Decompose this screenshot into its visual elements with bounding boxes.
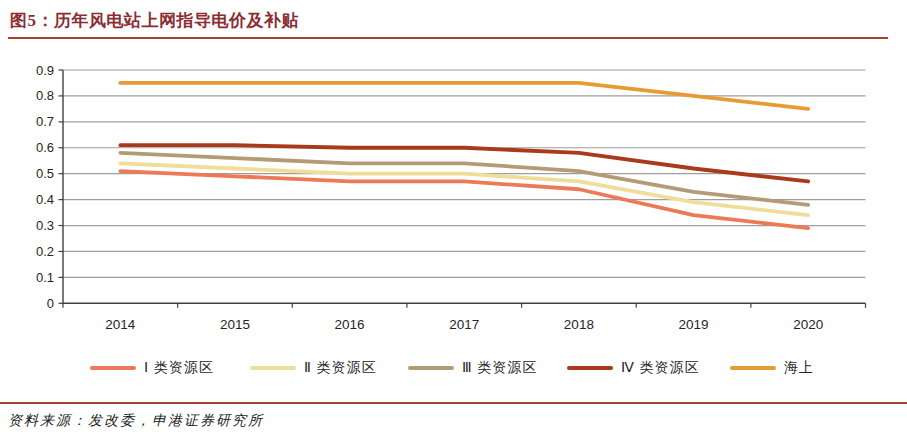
legend-swatch — [567, 366, 613, 370]
line-chart: 0 0.1 0.2 0.3 0.4 0.5 0.6 0.7 0.8 0.9 2014 2015 2016… — [0, 0, 907, 355]
x-axis-label: 2019 — [679, 317, 709, 332]
x-axis-label: 2018 — [564, 317, 594, 332]
x-axis-label: 2014 — [105, 317, 136, 332]
y-axis-label: 0.2 — [36, 244, 54, 259]
legend-item: Ⅱ 类资源区 — [250, 358, 377, 378]
chart-legend: Ⅰ 类资源区 Ⅱ 类资源区 Ⅲ 类资源区 Ⅳ 类资源区 海上 — [0, 358, 907, 380]
legend-item: Ⅲ 类资源区 — [408, 358, 538, 378]
legend-item: Ⅳ 类资源区 — [567, 358, 700, 378]
legend-label: Ⅲ 类资源区 — [462, 359, 538, 377]
x-axis-label: 2020 — [793, 317, 823, 332]
figure-card: 图5：历年风电站上网指导电价及补贴 00.10.20.30.40.50.60.7… — [0, 0, 907, 448]
y-axis-label: 0.7 — [36, 114, 54, 129]
y-axis-label: 0.3 — [36, 218, 54, 233]
legend-swatch — [730, 366, 776, 370]
legend-swatch — [250, 366, 296, 370]
x-axis-label: 2015 — [220, 317, 250, 332]
legend-label: Ⅱ 类资源区 — [304, 359, 377, 377]
y-axis-label: 0 — [47, 296, 54, 311]
x-axis-label: 2016 — [335, 317, 365, 332]
legend-label: Ⅰ 类资源区 — [144, 359, 214, 377]
y-axis-label: 0.8 — [36, 88, 54, 103]
footer-divider — [0, 402, 907, 404]
y-axis-label: 0.1 — [36, 270, 54, 285]
series-line — [120, 153, 808, 205]
legend-label: Ⅳ 类资源区 — [621, 359, 700, 377]
legend-item: Ⅰ 类资源区 — [90, 358, 214, 378]
source-note: 资料来源：发改委，申港证券研究所 — [8, 412, 264, 430]
y-axis-label: 0.6 — [36, 140, 54, 155]
legend-item: 海上 — [730, 358, 814, 378]
legend-swatch — [408, 366, 454, 370]
y-axis-label: 0.4 — [36, 192, 54, 207]
y-axis-label: 0.5 — [36, 166, 54, 181]
legend-label: 海上 — [784, 359, 814, 377]
legend-swatch — [90, 366, 136, 370]
y-axis-label: 0.9 — [36, 63, 54, 78]
x-axis-label: 2017 — [449, 317, 479, 332]
